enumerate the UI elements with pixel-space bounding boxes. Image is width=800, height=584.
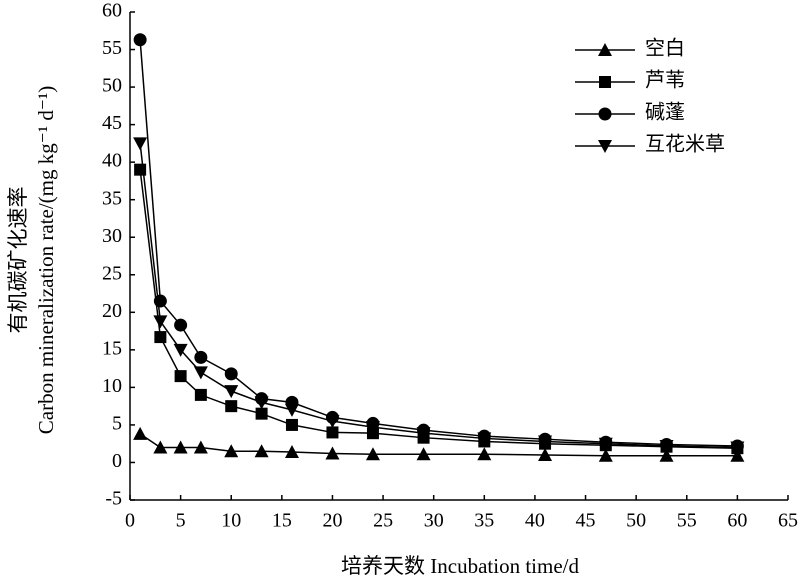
legend-label: 空白 — [645, 37, 685, 60]
marker — [598, 437, 613, 451]
y-tick-label: 15 — [102, 337, 122, 359]
marker — [659, 448, 674, 462]
y-tick-label: 40 — [102, 150, 122, 172]
x-tick-label: 25 — [373, 510, 393, 532]
marker — [224, 367, 238, 381]
marker — [365, 447, 380, 461]
marker — [194, 388, 207, 401]
marker — [325, 446, 340, 460]
marker — [154, 331, 167, 344]
marker — [254, 396, 269, 410]
marker — [153, 315, 168, 329]
y-tick-label: 50 — [102, 75, 122, 97]
marker — [254, 444, 269, 458]
y-axis-label: Carbon mineralization rate/(mg kg⁻¹ d⁻¹) — [34, 86, 58, 435]
marker — [538, 447, 553, 461]
legend-marker — [598, 43, 612, 56]
marker — [325, 415, 340, 429]
marker — [477, 447, 492, 461]
x-tick-label: 55 — [677, 510, 697, 532]
marker — [730, 448, 745, 462]
marker — [659, 439, 674, 453]
marker — [174, 318, 188, 332]
legend-label: 碱蓬 — [645, 101, 685, 124]
marker — [224, 444, 239, 458]
marker — [193, 440, 208, 454]
x-tick-label: 0 — [125, 510, 135, 532]
marker — [173, 343, 188, 357]
marker — [153, 440, 168, 454]
y-tick-label: 30 — [102, 225, 122, 247]
y-tick-label: 55 — [102, 37, 122, 59]
legend-marker — [598, 107, 612, 121]
marker — [133, 137, 148, 151]
x-tick-label: 10 — [221, 510, 241, 532]
marker — [416, 447, 431, 461]
x-tick-label: 60 — [727, 510, 747, 532]
x-tick-label: 30 — [424, 510, 444, 532]
marker — [284, 444, 299, 458]
y-tick-label: 5 — [112, 413, 122, 435]
marker — [194, 350, 208, 364]
x-tick-label: 40 — [525, 510, 545, 532]
x-tick-label: 45 — [576, 510, 596, 532]
legend-marker — [599, 76, 611, 88]
y-tick-label: 0 — [112, 450, 122, 472]
x-tick-label: 15 — [272, 510, 292, 532]
marker — [153, 294, 167, 308]
x-tick-label: 50 — [626, 510, 646, 532]
marker — [416, 427, 431, 441]
marker — [174, 370, 187, 383]
x-tick-label: 5 — [176, 510, 186, 532]
marker — [538, 435, 553, 449]
y-tick-label: 10 — [102, 375, 122, 397]
legend-label: 互花米草 — [645, 133, 725, 156]
marker — [730, 441, 745, 455]
x-axis-label: 培养天数 Incubation time/d — [341, 554, 579, 578]
marker — [285, 418, 298, 431]
y-axis-label: 有机碳矿化速率 — [6, 187, 30, 334]
y-tick-label: 20 — [102, 300, 122, 322]
marker — [598, 448, 613, 462]
marker — [477, 432, 492, 446]
marker — [224, 385, 239, 399]
marker — [133, 33, 147, 47]
y-tick-label: -5 — [105, 488, 122, 510]
x-tick-label: 65 — [778, 510, 798, 532]
y-tick-label: 25 — [102, 262, 122, 284]
y-tick-label: 35 — [102, 187, 122, 209]
legend-marker — [598, 140, 612, 153]
legend-label: 芦苇 — [645, 69, 685, 92]
marker — [193, 366, 208, 380]
marker — [326, 426, 339, 439]
marker — [225, 400, 238, 413]
marker — [133, 426, 148, 440]
marker — [255, 407, 268, 420]
marker — [365, 421, 380, 435]
marker — [284, 403, 299, 417]
y-tick-label: 60 — [102, 0, 122, 22]
x-tick-label: 20 — [322, 510, 342, 532]
x-tick-label: 35 — [474, 510, 494, 532]
marker — [173, 440, 188, 454]
y-tick-label: 45 — [102, 112, 122, 134]
